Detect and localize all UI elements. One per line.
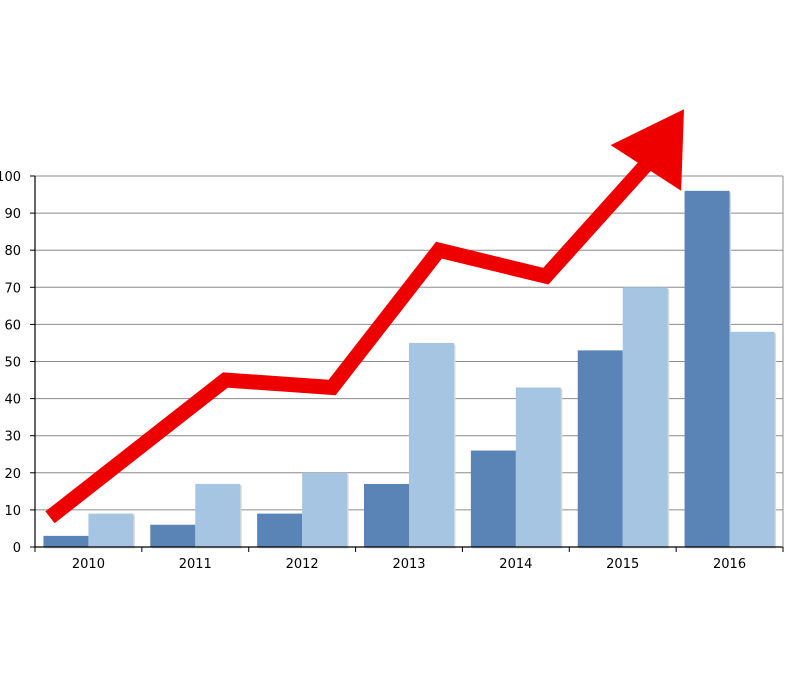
y-tick-label: 40 <box>4 393 21 408</box>
y-tick-label: 70 <box>4 281 21 296</box>
bar-2010-series-1 <box>43 535 89 547</box>
y-tick-label: 10 <box>4 504 21 519</box>
bar-2014-series-1 <box>470 450 516 547</box>
axes <box>30 175 784 552</box>
bar-2014-series-2 <box>515 387 561 547</box>
x-tick-label: 2012 <box>286 557 319 572</box>
x-tick-label: 2013 <box>392 557 425 572</box>
y-tick-labels: 0 10 20 30 40 50 60 70 80 90 100 <box>0 170 21 556</box>
y-tick-label: 80 <box>4 244 21 259</box>
y-tick-label: 60 <box>4 318 21 333</box>
bar-2013-series-1 <box>364 483 409 547</box>
bar-2011-series-1 <box>150 524 196 547</box>
y-tick-label: 20 <box>4 467 21 482</box>
x-tick-label: 2010 <box>72 557 105 572</box>
trend-arrow <box>45 109 684 524</box>
bar-2016-series-1 <box>684 190 730 547</box>
x-tick-label: 2015 <box>606 557 639 572</box>
x-tick-label: 2011 <box>179 557 212 572</box>
x-tick-label: 2016 <box>713 557 746 572</box>
trend-arrow-head <box>610 109 684 191</box>
y-tick-label: 0 <box>13 541 21 556</box>
x-tick-label: 2014 <box>499 557 532 572</box>
bars <box>43 190 777 549</box>
bar-2013-series-2 <box>409 342 454 547</box>
bar-2012-series-1 <box>257 513 303 547</box>
bar-2010-series-2 <box>88 513 134 547</box>
x-tick-labels: 2010 2011 2012 2013 2014 2015 2016 <box>72 557 746 572</box>
y-tick-label: 100 <box>0 170 21 185</box>
bar-2015-series-2 <box>622 287 668 547</box>
y-tick-label: 50 <box>4 356 21 371</box>
bar-2015-series-1 <box>577 350 623 547</box>
bar-2011-series-2 <box>195 483 241 547</box>
bar-2016-series-2 <box>729 331 775 547</box>
y-tick-label: 30 <box>4 430 21 445</box>
y-tick-label: 90 <box>4 207 21 222</box>
bar-2012-series-2 <box>302 472 348 547</box>
